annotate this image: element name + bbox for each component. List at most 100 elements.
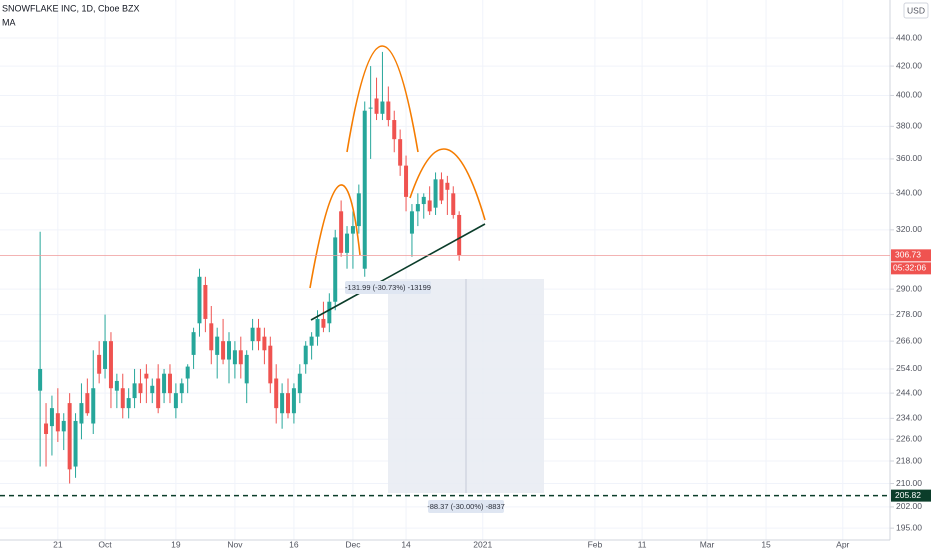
chart-title: SNOWFLAKE INC, 1D, Cboe BZX: [2, 3, 140, 13]
candle-body: [197, 276, 202, 324]
y-tick-label: 244.00: [896, 387, 922, 397]
candle-body: [132, 383, 137, 399]
x-tick-label: 16: [289, 539, 299, 549]
candle-body: [368, 107, 373, 109]
candle-body: [268, 345, 273, 384]
indicator-label: MA: [2, 17, 16, 27]
currency[interactable]: USD: [907, 5, 925, 15]
y-tick-label: 400.00: [896, 90, 922, 100]
x-tick-label: 2021: [473, 539, 492, 549]
candle-body: [162, 373, 167, 394]
x-tick-label: Feb: [588, 539, 603, 549]
overlay: 306.73 05:32:06 205.82 -131.99 (-30.73%) -1…: [0, 249, 931, 513]
x-tick-label: 21: [53, 539, 63, 549]
y-tick-label: 290.00: [896, 283, 922, 293]
candle-body: [156, 378, 161, 409]
candle-body: [280, 393, 285, 414]
candle-body: [203, 284, 208, 319]
candle-body: [38, 368, 43, 391]
candle-body: [55, 413, 60, 432]
candle-body: [356, 193, 361, 227]
candle-body: [427, 200, 432, 212]
candle-body: [333, 237, 338, 302]
candle-body: [350, 226, 355, 234]
x-tick-label: Dec: [345, 539, 361, 549]
candle-body: [321, 318, 326, 328]
candle-body: [103, 341, 108, 369]
candles: [38, 51, 462, 484]
x-tick-label: 14: [401, 539, 411, 549]
last-price-label: 306.73: [895, 250, 921, 260]
y-tick-label: 360.00: [896, 153, 922, 163]
x-tick-label: 11: [638, 539, 647, 549]
candle-body: [404, 165, 409, 197]
candle-body: [433, 179, 438, 208]
position-label-box: [428, 500, 504, 513]
candle-body: [380, 101, 385, 114]
y-tick-label: 202.00: [896, 501, 922, 511]
y-tick-label: 420.00: [896, 60, 922, 70]
position-label: -131.99 (-30.73%) -13199: [345, 283, 431, 292]
y-tick-label: 320.00: [896, 224, 922, 234]
y-tick-label: 380.00: [896, 121, 922, 131]
candle-body: [445, 182, 450, 190]
y-tick-label: 218.00: [896, 455, 922, 465]
x-tick-label: Nov: [227, 539, 243, 549]
candle-body: [79, 403, 84, 424]
candle-body: [345, 233, 350, 253]
candle-body: [457, 214, 462, 256]
candle-body: [150, 385, 155, 394]
head: [346, 45, 419, 153]
candle-body: [439, 179, 444, 201]
candle-body: [386, 101, 391, 121]
right-shoulder: [409, 148, 486, 221]
candle-body: [108, 341, 113, 389]
y-tick-label: 340.00: [896, 188, 922, 198]
candle-body: [286, 393, 291, 414]
y-tick-label: 254.00: [896, 363, 922, 373]
candle-body: [421, 196, 426, 205]
candle-body: [44, 423, 49, 434]
pattern-arcs: [309, 45, 486, 289]
y-tick-label: 195.00: [896, 522, 922, 532]
horizontal-line-box: [891, 489, 931, 502]
candle-body: [120, 388, 125, 409]
candle-body: [362, 110, 367, 269]
last-price-box: [891, 249, 931, 262]
countdown-box: [891, 262, 931, 275]
candle-body: [126, 398, 131, 409]
candle-body: [144, 373, 149, 379]
candle-body: [250, 327, 255, 342]
candle-body: [138, 383, 143, 394]
y-tick-label: 234.00: [896, 413, 922, 423]
position-label: -88.37 (-30.00%) -8837: [427, 502, 505, 511]
position-label-box: [345, 281, 431, 294]
candle-body: [221, 341, 226, 360]
candle-body: [409, 211, 414, 234]
currency-box[interactable]: [903, 2, 929, 19]
candle-body: [415, 204, 420, 212]
x-tick-label: Oct: [98, 539, 112, 549]
candle-body: [262, 336, 267, 351]
candle-body: [303, 345, 308, 365]
candle-body: [167, 373, 172, 394]
candle-body: [297, 373, 302, 394]
candle-body: [185, 366, 190, 379]
x-tick-label: 15: [761, 539, 771, 549]
candle-body: [398, 139, 403, 166]
x-tick-label: Apr: [836, 539, 849, 549]
candle-body: [226, 341, 231, 360]
candle-body: [61, 420, 66, 432]
candle-body: [232, 350, 237, 365]
candle-body: [327, 301, 332, 324]
countdown-label: 05:32:06: [893, 263, 926, 273]
candle-body: [451, 193, 456, 215]
candle-body: [339, 211, 344, 253]
candle-body: [209, 323, 214, 351]
candle-body: [179, 383, 184, 394]
candle-body: [274, 378, 279, 409]
candle-body: [309, 336, 314, 346]
y-tick-label: 440.00: [896, 32, 922, 42]
candle-body: [67, 403, 72, 470]
